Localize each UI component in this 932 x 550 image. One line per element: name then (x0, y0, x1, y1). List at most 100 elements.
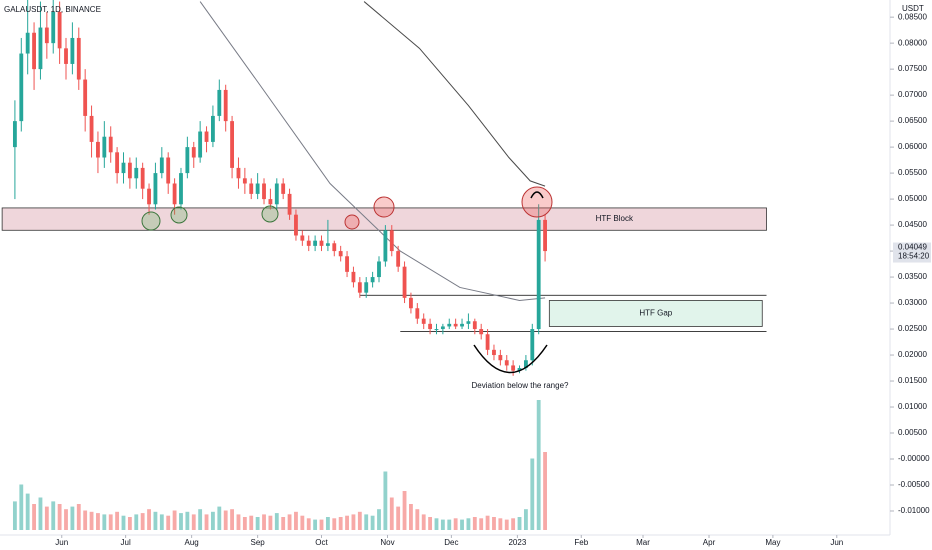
volume-bar (325, 517, 330, 530)
candle-body (338, 251, 343, 257)
candle-body (396, 251, 401, 267)
volume-bar (377, 509, 381, 530)
volume-bar (211, 511, 215, 530)
candle-body (370, 277, 375, 283)
volume-bar (498, 518, 503, 530)
candle-body (530, 329, 535, 361)
candle-body (319, 240, 324, 246)
volume-bar (83, 510, 88, 530)
y-tick-label: -0.00500 (898, 480, 930, 489)
candle-body (19, 53, 24, 122)
volume-bar (44, 506, 49, 530)
candle-body (211, 115, 215, 142)
candle-body (115, 152, 120, 174)
x-tick-label: Sep (251, 538, 266, 547)
candle-body (249, 183, 254, 194)
last-price: 0.04049 (898, 243, 927, 252)
y-tick-label: 0.05000 (898, 194, 927, 203)
price-badge (893, 242, 931, 263)
candle-body (70, 37, 75, 64)
zone-label: HTF Block (596, 214, 634, 223)
x-tick-label: Oct (315, 538, 328, 547)
volume-bar (485, 515, 490, 530)
candle-body (357, 282, 362, 293)
volume-bar (268, 515, 273, 530)
volume-bar (108, 514, 113, 530)
volume-bar (57, 504, 62, 530)
volume-bar (127, 517, 132, 530)
candle-body (428, 323, 433, 330)
candle-body (453, 323, 458, 327)
candle-body (159, 157, 164, 174)
candle-body (64, 48, 68, 64)
volume-bar (345, 515, 349, 530)
volume-bar (351, 514, 356, 530)
volume-bar (249, 515, 254, 530)
candle-body (185, 147, 190, 174)
candle-body (127, 162, 132, 179)
volume-bar (153, 511, 158, 530)
volume-bar (440, 519, 445, 530)
candle-body (44, 27, 49, 44)
candle-body (57, 11, 62, 49)
volume-bar (198, 509, 203, 530)
y-tick-label: 0.08500 (898, 12, 927, 21)
volume-bar (338, 517, 343, 530)
volume-bar (415, 509, 420, 530)
candle-body (434, 329, 439, 331)
candle-body (504, 360, 509, 366)
volume-bar (332, 518, 337, 530)
candle-body (191, 147, 196, 158)
volume-bar (115, 511, 120, 530)
volume-bar (523, 509, 528, 530)
volume-bar (421, 514, 426, 530)
volume-bar (300, 515, 305, 530)
y-tick-label: 0.05500 (898, 168, 927, 177)
candle-body (300, 235, 305, 241)
candle-body (313, 240, 318, 246)
candle-body (440, 326, 445, 330)
candle-body (409, 297, 413, 309)
volume-bar (89, 511, 94, 530)
candle-body (38, 27, 43, 70)
volume-bar (230, 509, 234, 530)
volume-bar (121, 515, 126, 530)
candle-body (377, 261, 381, 278)
volume-bar (236, 514, 241, 530)
x-tick-label: May (765, 538, 780, 547)
volume-bar (159, 514, 164, 530)
x-tick-label: Jun (830, 538, 843, 547)
volume-bar (396, 506, 401, 530)
volume-bar (274, 513, 279, 530)
candle-body (536, 219, 541, 330)
candle-body (217, 89, 222, 116)
candle-body (511, 365, 516, 371)
candle-body (274, 183, 279, 205)
plot (1, 0, 767, 530)
zone (548, 300, 763, 327)
volume-bar (460, 519, 464, 530)
volume-bar (223, 510, 228, 530)
volume-bar (12, 501, 17, 530)
volume-bar (428, 517, 433, 530)
y-tick-label: 0.02500 (898, 324, 927, 333)
circle (344, 214, 360, 230)
candle-body (83, 79, 88, 116)
candle-body (108, 136, 113, 153)
x-tick-label: Dec (444, 538, 458, 547)
volume-bar (70, 506, 75, 530)
volume-bar (140, 513, 145, 530)
zone (1, 207, 767, 231)
volume-bar (185, 511, 190, 530)
candle-body (485, 334, 490, 350)
candle-body (230, 121, 234, 168)
candle-body (76, 37, 81, 80)
volume-bar (102, 514, 107, 530)
candle-body (140, 167, 145, 189)
arc (473, 344, 548, 374)
candle-body (96, 141, 100, 158)
volume-bar (76, 504, 81, 530)
volume-bar (64, 509, 68, 530)
x-tick-label: Mar (636, 538, 650, 547)
